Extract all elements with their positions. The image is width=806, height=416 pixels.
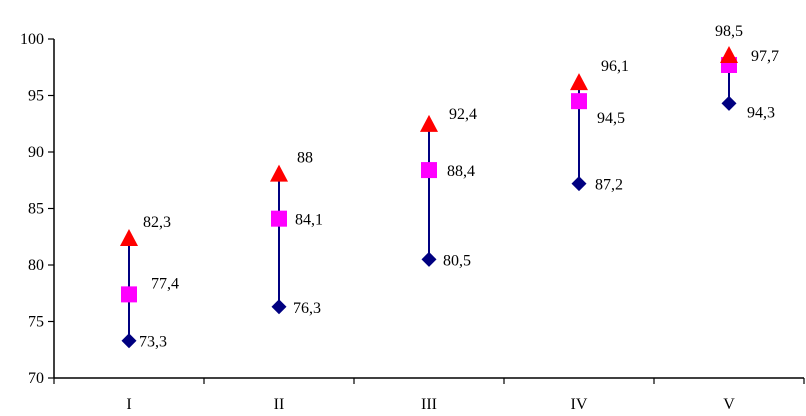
data-label: 77,4	[151, 275, 179, 292]
data-label: 92,4	[449, 106, 477, 123]
diamond-marker	[571, 176, 587, 192]
data-label: 94,3	[747, 104, 775, 121]
square-marker	[121, 286, 137, 303]
x-tick-label: III	[421, 396, 437, 413]
data-label: 80,5	[443, 252, 471, 269]
x-tick-label: IV	[571, 396, 588, 413]
data-label: 98,5	[715, 23, 743, 40]
square-marker	[271, 210, 287, 227]
diamond-marker	[121, 333, 137, 349]
x-tick-labels: I II III IV V	[126, 396, 735, 413]
data-label: 84,1	[295, 212, 323, 229]
x-tick-label: V	[723, 396, 735, 413]
data-label: 88,4	[447, 163, 475, 180]
diamond-marker	[721, 95, 737, 111]
data-label: 73,3	[139, 334, 167, 351]
triangle-marker	[720, 45, 738, 63]
data-label: 76,3	[293, 300, 321, 317]
y-tick-label: 95	[28, 88, 44, 105]
x-tick-label: II	[274, 396, 285, 413]
y-tick-label: 90	[28, 144, 44, 161]
triangle-marker	[120, 229, 138, 247]
y-tick-label: 70	[28, 370, 44, 387]
markers	[120, 45, 738, 349]
data-label: 97,7	[751, 48, 779, 65]
triangle-marker	[270, 164, 288, 182]
data-labels: 73,3 76,3 80,5 87,2 94,3 77,4 84,1 88,4 94,5 97,7…	[139, 23, 779, 351]
y-tick-label: 100	[20, 31, 44, 48]
y-tick-label: 80	[28, 257, 44, 274]
x-tick-label: I	[126, 396, 131, 413]
range-lines	[128, 55, 730, 341]
square-marker	[571, 93, 587, 110]
diamond-marker	[421, 251, 437, 267]
triangle-marker	[570, 73, 588, 91]
data-label: 87,2	[595, 177, 623, 194]
diamond-marker	[271, 299, 287, 315]
data-label: 82,3	[143, 214, 171, 231]
data-label: 96,1	[601, 58, 629, 75]
square-marker	[421, 162, 437, 179]
axes	[48, 38, 805, 384]
y-tick-labels: 70 75 80 85 90 95 100	[20, 31, 44, 387]
data-label: 94,5	[597, 110, 625, 127]
y-tick-label: 75	[28, 314, 44, 331]
data-label: 88	[297, 150, 313, 167]
triangle-marker	[420, 114, 438, 132]
y-tick-label: 85	[28, 201, 44, 218]
